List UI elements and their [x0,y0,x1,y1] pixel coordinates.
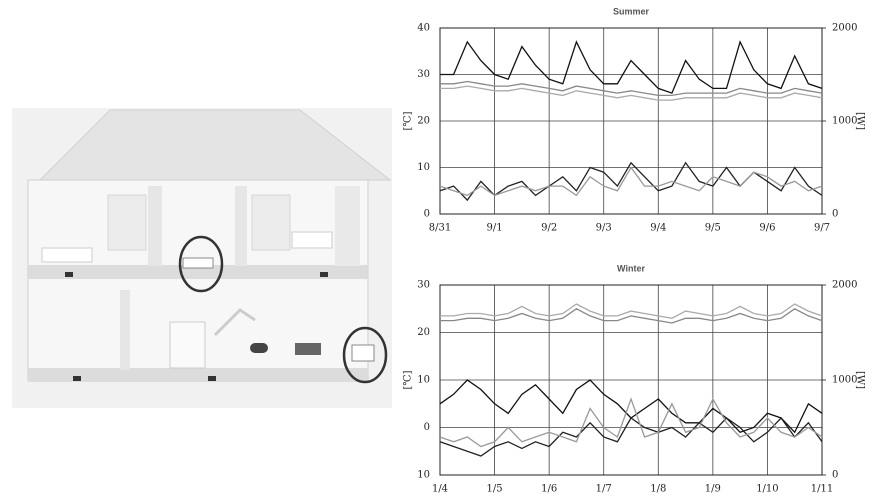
chart: Winter 10 0 10 20 30 0 1000 2000 1/4 1/5 1/6 1/7 1/8 1… [403,263,866,494]
y-axis-label: [℃] [403,111,414,130]
x-tick-label: 1/6 [541,484,557,495]
y2-axis-label: [W] [855,112,866,130]
x-tick-label: 9/2 [541,223,557,234]
series-line [440,42,822,93]
series-line [440,380,822,432]
y-tick-label: 0 [424,209,430,220]
series-line [440,418,822,456]
x-tick-label: 9/6 [759,223,775,234]
y-tick-label: 10 [417,162,430,173]
x-tick-label: 1/10 [756,484,778,495]
y-tick-label: 10 [417,470,430,481]
y-tick-label: 0 [424,422,430,433]
page: Summer0102030400100020008/319/19/29/39/4… [0,0,877,498]
x-tick-label: 9/3 [596,223,612,234]
x-tick-label: 1/8 [650,484,666,495]
x-tick-label: 1/4 [432,484,448,495]
y-tick-label: 20 [417,327,430,338]
y-tick-label: 30 [417,280,430,291]
series-line [440,168,822,196]
y2-axis-label: [W] [855,371,866,389]
x-tick-label: 1/5 [487,484,503,495]
y2-tick-label: 0 [832,209,838,220]
y-tick-label: 10 [417,375,430,386]
x-tick-label: 9/5 [705,223,721,234]
x-tick-label: 9/4 [650,223,666,234]
y2-tick-label: 2000 [832,280,857,291]
chart-title: Summer [613,6,650,16]
y-axis-label: [℃] [403,370,414,389]
x-tick-label: 1/9 [705,484,721,495]
x-tick-label: 9/1 [487,223,503,234]
y2-tick-label: 1000 [832,116,857,127]
x-tick-label: 9/7 [814,223,830,234]
x-tick-label: 8/31 [429,223,451,234]
series-line [440,82,822,96]
chart: Summer 0 10 20 30 40 0 1000 2000 8/31 9/1 9/2 9/3 9/4… [403,6,866,233]
y2-tick-label: 1000 [832,375,857,386]
y2-tick-label: 2000 [832,23,857,34]
x-tick-label: 1/7 [596,484,612,495]
y-tick-label: 40 [417,23,430,34]
y-tick-label: 30 [417,69,430,80]
x-tick-label: 1/11 [811,484,833,495]
y-tick-label: 20 [417,116,430,127]
y2-tick-label: 0 [832,470,838,481]
house-illustration [12,108,392,408]
chart-title: Winter [617,263,645,273]
